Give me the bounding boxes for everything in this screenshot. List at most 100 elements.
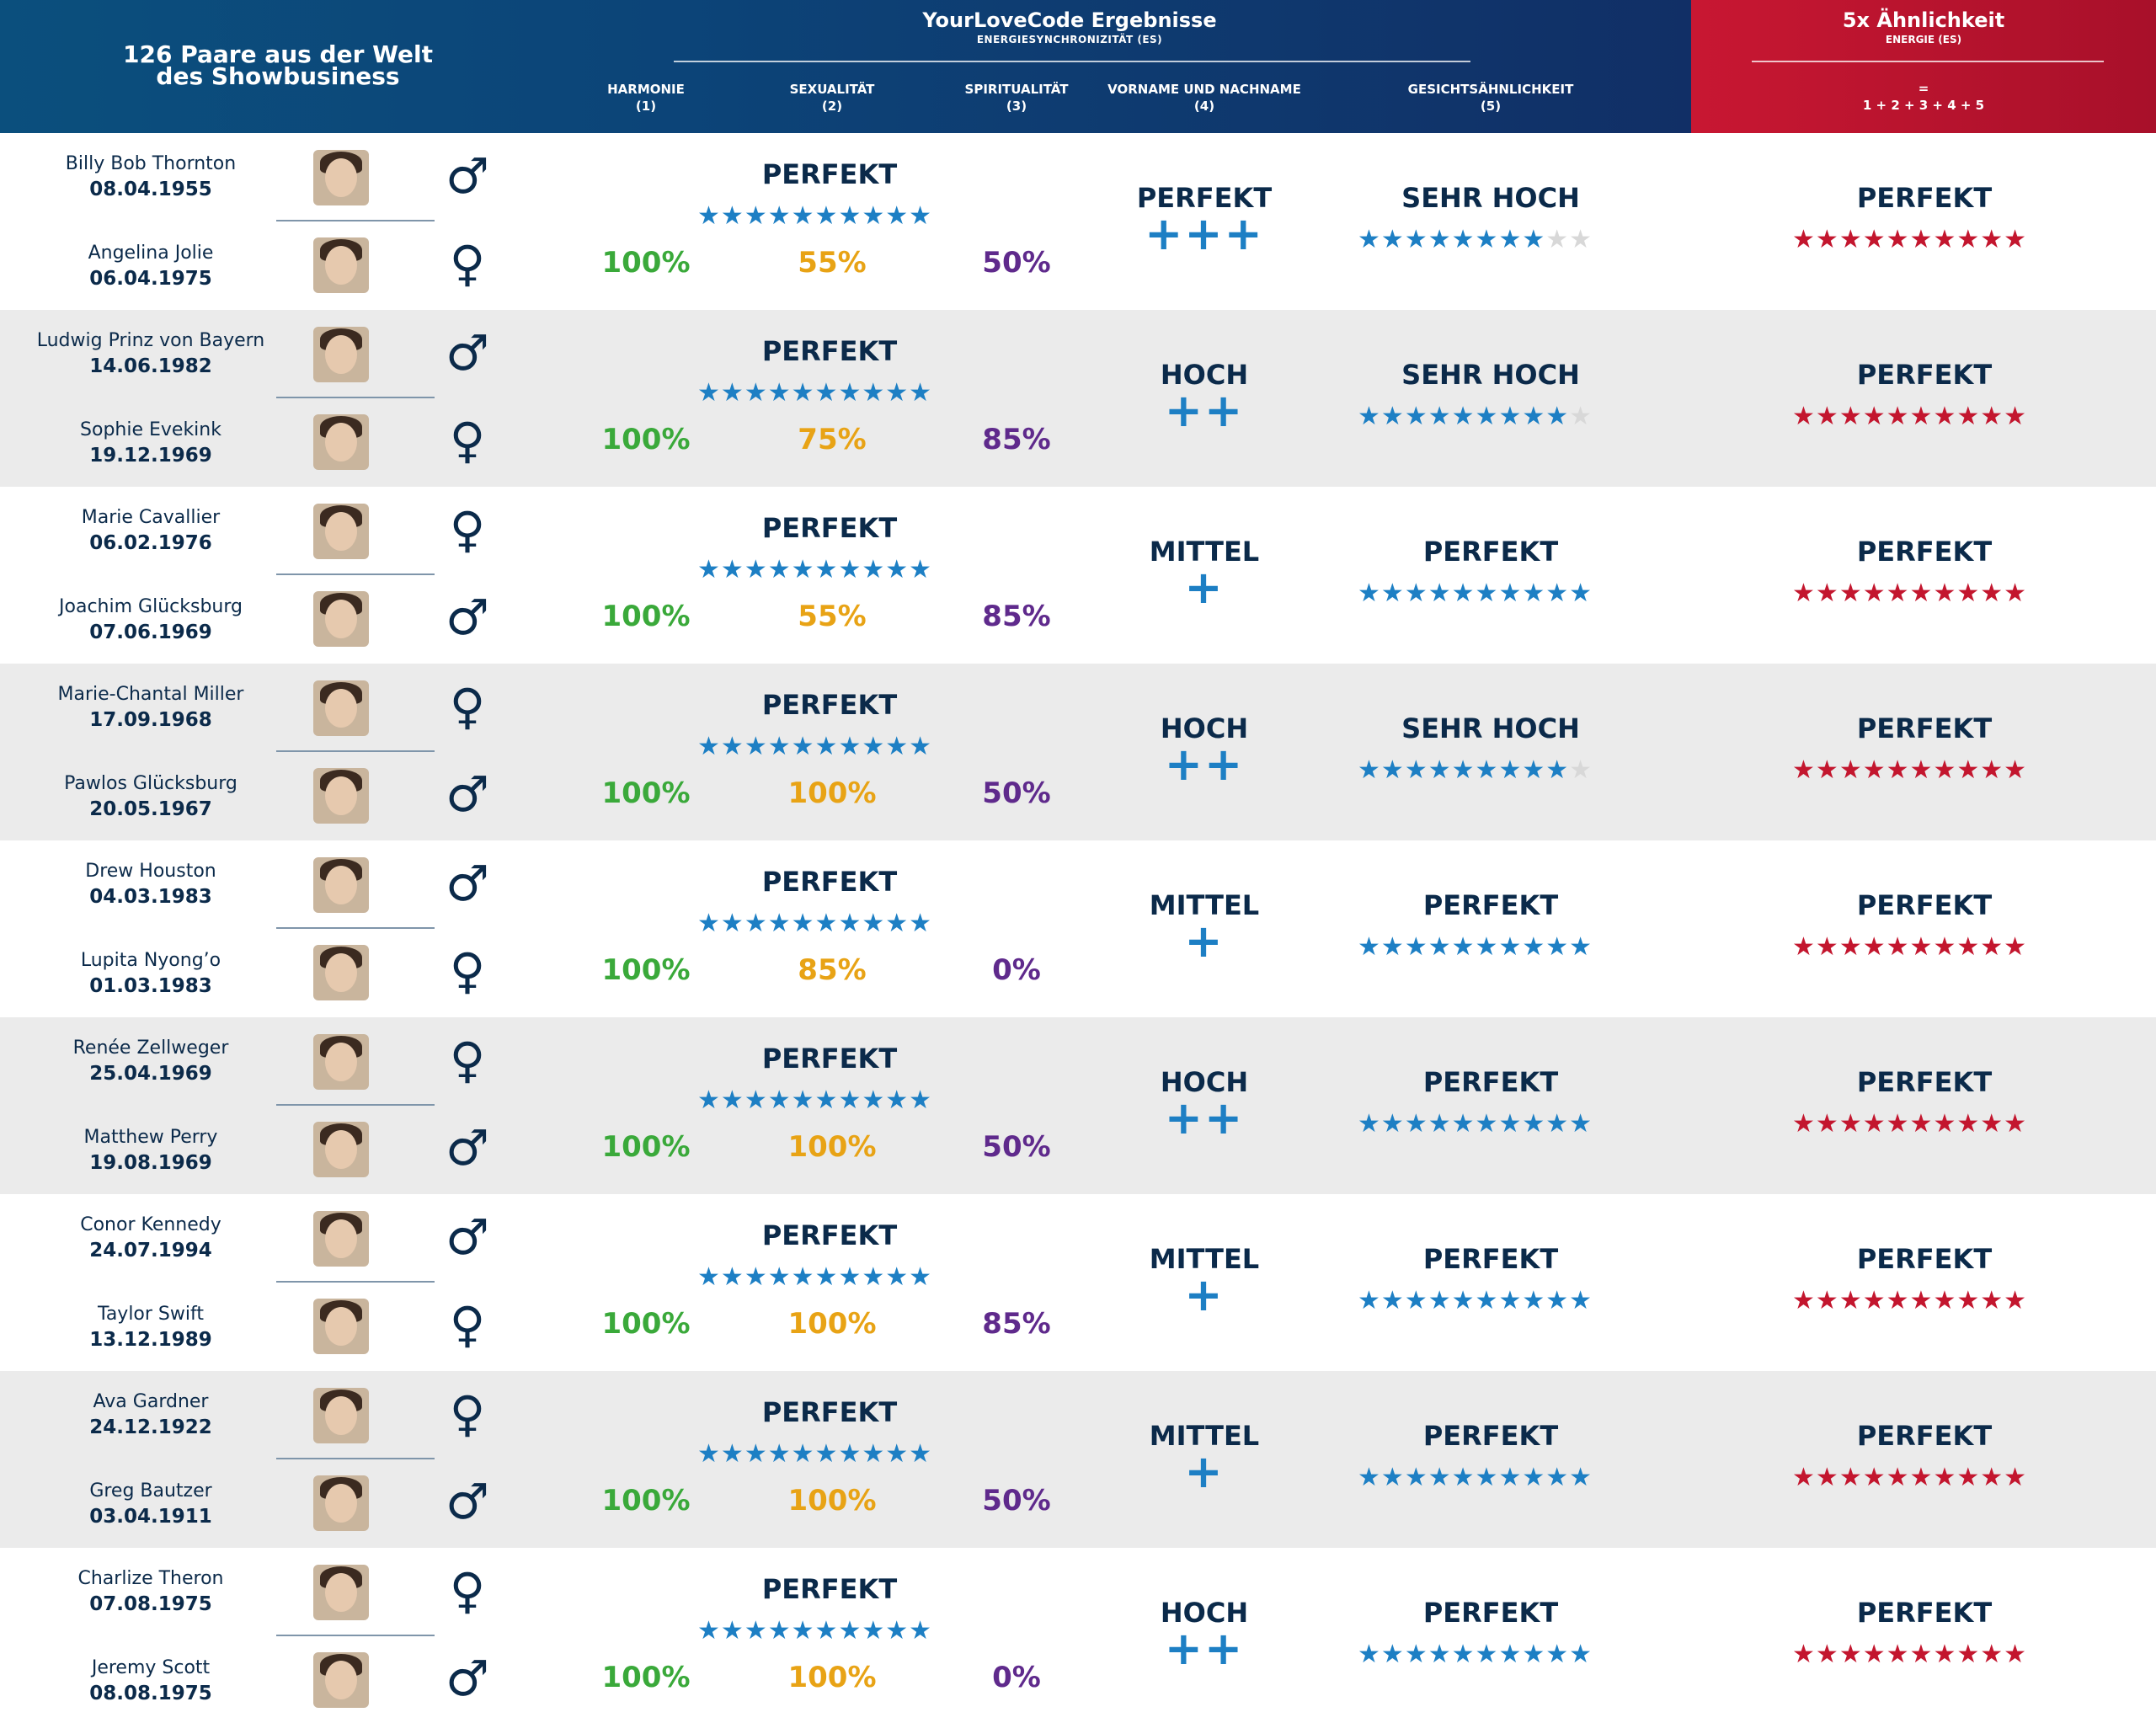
star-filled-icon: ★ <box>814 732 839 761</box>
person2-birthdate: 19.08.1969 <box>89 1152 212 1174</box>
star-filled-icon: ★ <box>909 1616 933 1646</box>
face-rating-label: SEHR HOCH <box>1401 182 1580 214</box>
star-filled-icon: ★ <box>1522 1463 1546 1492</box>
spiritualitaet-value: 50% <box>982 776 1051 810</box>
star-filled-icon: ★ <box>697 1262 721 1292</box>
star-filled-icon: ★ <box>1380 225 1405 254</box>
star-filled-icon: ★ <box>909 378 933 408</box>
star-filled-icon: ★ <box>814 1086 839 1115</box>
star-filled-icon: ★ <box>720 1086 744 1115</box>
star-filled-icon: ★ <box>1792 1640 1816 1669</box>
name-rating-label: MITTEL <box>1149 1420 1260 1452</box>
star-filled-icon: ★ <box>1980 225 2004 254</box>
star-filled-icon: ★ <box>767 732 792 761</box>
star-filled-icon: ★ <box>814 201 839 231</box>
harmonie-value: 100% <box>601 1307 691 1341</box>
star-filled-icon: ★ <box>1862 579 1886 608</box>
star-filled-icon: ★ <box>1909 755 1934 785</box>
harmonie-value: 100% <box>601 1661 691 1694</box>
star-filled-icon: ★ <box>1380 1109 1405 1139</box>
star-filled-icon: ★ <box>697 555 721 584</box>
star-filled-icon: ★ <box>1838 1640 1863 1669</box>
star-filled-icon: ★ <box>1475 755 1499 785</box>
person1-birthdate: 24.12.1922 <box>89 1416 212 1438</box>
harmonie-value: 100% <box>601 600 691 633</box>
star-filled-icon: ★ <box>862 1439 886 1469</box>
energy-star-rating: ★★★★★★★★★★ <box>1792 1465 2027 1491</box>
star-filled-icon: ★ <box>1792 579 1816 608</box>
star-filled-icon: ★ <box>697 378 721 408</box>
energy-rating-label: PERFEKT <box>1856 536 1993 568</box>
star-filled-icon: ★ <box>1428 402 1452 431</box>
person1-gender-icon: ♀ <box>449 1032 486 1089</box>
col-header-sexualitaet: SEXUALITÄT (2) <box>731 81 933 115</box>
star-filled-icon: ★ <box>1404 1640 1428 1669</box>
star-filled-icon: ★ <box>1886 1640 1910 1669</box>
star-filled-icon: ★ <box>1380 932 1405 962</box>
person2-photo <box>313 237 369 293</box>
person2-gender-icon: ♂ <box>446 589 489 646</box>
star-filled-icon: ★ <box>1498 402 1523 431</box>
star-filled-icon: ★ <box>2004 402 2028 431</box>
star-filled-icon: ★ <box>814 1262 839 1292</box>
couple-divider <box>276 750 435 752</box>
face-rating-label: SEHR HOCH <box>1401 359 1580 391</box>
couple-divider <box>276 1281 435 1283</box>
star-filled-icon: ★ <box>909 1086 933 1115</box>
person2-name: Joachim Glücksburg <box>59 596 243 617</box>
star-filled-icon: ★ <box>862 378 886 408</box>
star-filled-icon: ★ <box>1815 1109 1839 1139</box>
star-filled-icon: ★ <box>1909 402 1934 431</box>
star-filled-icon: ★ <box>1522 1640 1546 1669</box>
star-filled-icon: ★ <box>767 909 792 938</box>
star-filled-icon: ★ <box>1862 1463 1886 1492</box>
star-filled-icon: ★ <box>885 378 910 408</box>
star-filled-icon: ★ <box>1956 1463 1981 1492</box>
star-filled-icon: ★ <box>1909 1286 1934 1315</box>
star-filled-icon: ★ <box>909 201 933 231</box>
star-filled-icon: ★ <box>1404 1463 1428 1492</box>
star-filled-icon: ★ <box>1956 1286 1981 1315</box>
header-left-title-line1: 126 Paare aus der Welt <box>123 40 433 68</box>
star-filled-icon: ★ <box>1838 579 1863 608</box>
person2-birthdate: 06.04.1975 <box>89 268 212 290</box>
star-filled-icon: ★ <box>1956 225 1981 254</box>
person1-photo <box>313 1034 369 1090</box>
es-rating-label: PERFEKT <box>761 1219 898 1251</box>
star-filled-icon: ★ <box>814 555 839 584</box>
col-header-label: VORNAME UND NACHNAME <box>1107 82 1301 97</box>
couple-divider <box>276 220 435 221</box>
star-filled-icon: ★ <box>1956 932 1981 962</box>
star-filled-icon: ★ <box>1909 932 1934 962</box>
star-filled-icon: ★ <box>1545 402 1570 431</box>
star-filled-icon: ★ <box>697 1086 721 1115</box>
sexualitaet-value: 55% <box>798 246 867 280</box>
star-filled-icon: ★ <box>862 1616 886 1646</box>
couple-divider <box>276 1635 435 1636</box>
star-filled-icon: ★ <box>1862 1286 1886 1315</box>
star-filled-icon: ★ <box>767 555 792 584</box>
sexualitaet-value: 75% <box>798 423 867 456</box>
face-star-rating: ★★★★★★★★★★ <box>1358 1112 1593 1137</box>
col-header-name: VORNAME UND NACHNAME (4) <box>1061 81 1348 115</box>
star-filled-icon: ★ <box>791 201 815 231</box>
star-filled-icon: ★ <box>1428 579 1452 608</box>
person2-birthdate: 19.12.1969 <box>89 445 212 467</box>
couple-divider <box>276 1458 435 1459</box>
star-filled-icon: ★ <box>1792 1463 1816 1492</box>
person2-birthdate: 20.05.1967 <box>89 798 212 820</box>
star-filled-icon: ★ <box>791 1616 815 1646</box>
harmonie-value: 100% <box>601 1484 691 1518</box>
star-filled-icon: ★ <box>1933 579 1957 608</box>
star-filled-icon: ★ <box>838 1086 862 1115</box>
name-plus-rating: + <box>1184 561 1225 614</box>
person2-gender-icon: ♀ <box>449 1296 486 1353</box>
header-divider <box>674 61 1470 62</box>
face-star-rating: ★★★★★★★★★★ <box>1358 935 1593 960</box>
star-filled-icon: ★ <box>1380 579 1405 608</box>
person1-gender-icon: ♀ <box>449 501 486 558</box>
star-filled-icon: ★ <box>1862 402 1886 431</box>
es-star-rating: ★★★★★★★★★★ <box>697 204 932 229</box>
star-filled-icon: ★ <box>1451 1286 1476 1315</box>
